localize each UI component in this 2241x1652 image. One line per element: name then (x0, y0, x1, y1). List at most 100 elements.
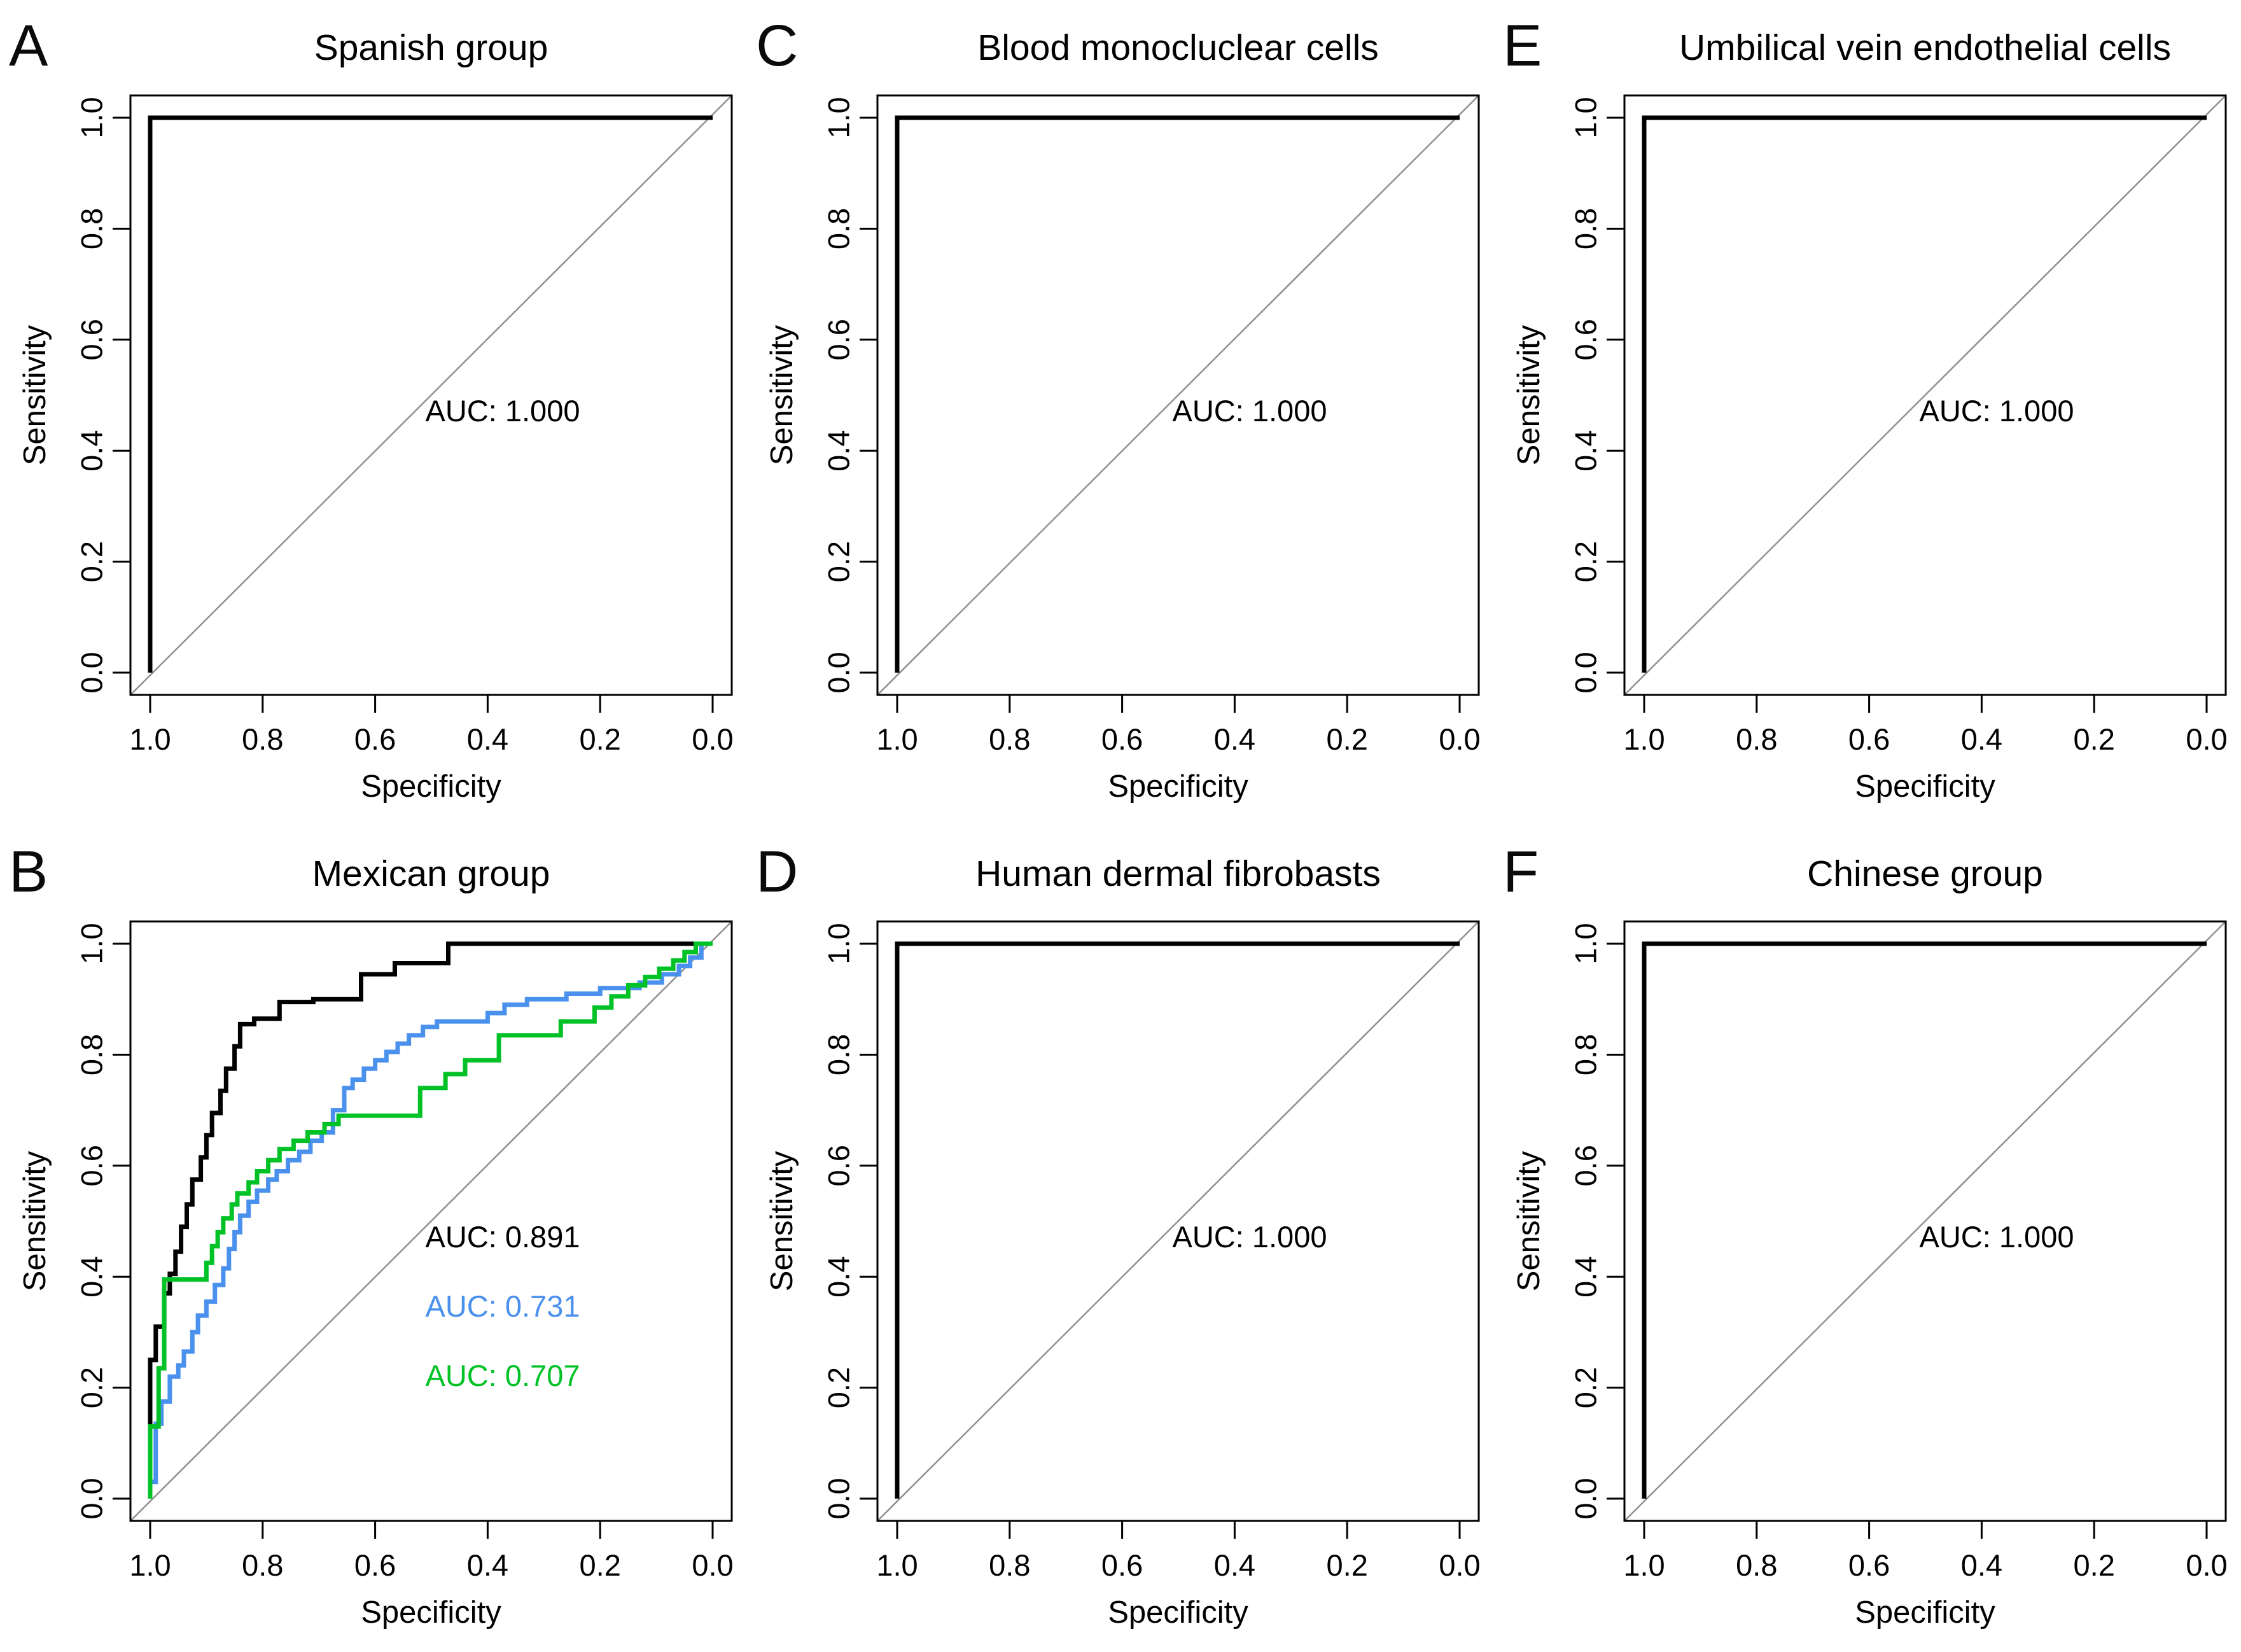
plot-box (876, 94, 1480, 696)
plot-box (1623, 94, 2227, 696)
x-tick-label: 0.4 (1214, 722, 1255, 756)
y-tick-label: 0.2 (1568, 541, 1602, 582)
y-tick-label: 0.6 (1568, 319, 1602, 360)
x-tick-label: 0.8 (1736, 722, 1777, 756)
x-tick-label: 0.6 (1848, 1548, 1890, 1582)
x-tick-label: 0.0 (2186, 1548, 2227, 1582)
auc-annotation-black: AUC: 1.000 (1173, 394, 1327, 428)
x-tick-label: 0.2 (580, 1548, 621, 1582)
panel-letter: C (756, 13, 799, 78)
panel-letter: A (9, 13, 48, 78)
y-tick-label: 0.4 (1568, 430, 1602, 472)
x-tick-label: 0.4 (1961, 722, 2002, 756)
x-tick-label: 0.6 (1101, 722, 1143, 756)
roc-curve-blue (148, 941, 713, 1499)
panel-letter: F (1503, 839, 1539, 904)
plot-box (876, 920, 1480, 1522)
x-tick-label: 0.6 (354, 722, 396, 756)
roc-curve-green (148, 941, 713, 1499)
roc-curve-black (1642, 115, 2207, 673)
diagonal-reference-line (130, 921, 732, 1522)
panel-title: Blood monocluclear cells (977, 27, 1379, 68)
x-axis-label: Specificity (1108, 769, 1248, 804)
y-tick-label: 0.0 (1568, 1478, 1602, 1519)
x-tick-label: 0.6 (1101, 1548, 1143, 1582)
auc-annotation-green: AUC: 0.707 (426, 1359, 580, 1392)
y-tick-label: 0.6 (74, 1145, 108, 1186)
panel-F: F Chinese group 1.0 0.8 0.6 0.4 0.2 0.0 1.0 0.8… (1494, 826, 2241, 1652)
y-axis-label: Sensitivity (1512, 1151, 1546, 1291)
y-tick-label: 0.8 (1568, 208, 1602, 249)
roc-plot: 1.0 0.8 0.6 0.4 0.2 0.0 1.0 0.8 0.6 0.4 0.2 0.0 Spec… (18, 94, 734, 804)
x-tick-label: 0.4 (1214, 1548, 1255, 1582)
x-tick-label: 1.0 (1623, 1548, 1665, 1582)
x-tick-label: 0.0 (692, 1548, 733, 1582)
panel-letter: D (756, 839, 799, 904)
x-axis-label: Specificity (1855, 1595, 1995, 1630)
roc-curve-black (148, 941, 713, 1499)
x-axis-label: Specificity (1108, 1595, 1248, 1630)
x-tick-label: 1.0 (1623, 722, 1665, 756)
y-tick-label: 0.4 (1568, 1256, 1602, 1298)
x-tick-label: 0.2 (1327, 722, 1368, 756)
auc-annotation-black: AUC: 1.000 (426, 394, 580, 428)
panel-E: E Umbilical vein endothelial cells 1.0 0.… (1494, 0, 2241, 826)
y-tick-label: 0.4 (821, 1256, 855, 1298)
x-tick-label: 1.0 (129, 722, 171, 756)
auc-annotation-black: AUC: 1.000 (1920, 1220, 2074, 1254)
roc-curve-black (148, 115, 713, 673)
y-tick-label: 0.8 (74, 208, 108, 249)
plot-box (1623, 920, 2227, 1522)
roc-curve-black (895, 941, 1460, 1499)
y-tick-label: 0.0 (74, 1478, 108, 1519)
roc-plot: 1.0 0.8 0.6 0.4 0.2 0.0 1.0 0.8 0.6 0.4 0.2 0.0 Spec… (765, 920, 1481, 1630)
auc-annotation-black: AUC: 1.000 (1173, 1220, 1327, 1254)
roc-plot: 1.0 0.8 0.6 0.4 0.2 0.0 1.0 0.8 0.6 0.4 0.2 0.0 Spec… (1512, 920, 2228, 1630)
panel-letter: E (1503, 13, 1542, 78)
x-tick-label: 0.8 (989, 722, 1030, 756)
y-tick-label: 0.4 (74, 430, 108, 472)
x-tick-label: 0.6 (354, 1548, 396, 1582)
panel-B: B Mexican group 1.0 0.8 0.6 0.4 0.2 0.0 1.0 0.8… (0, 826, 747, 1652)
panel-title: Spanish group (314, 27, 548, 68)
y-tick-label: 0.8 (821, 208, 855, 249)
x-tick-label: 0.0 (692, 722, 733, 756)
plot-box (129, 94, 733, 696)
y-tick-label: 0.0 (1568, 652, 1602, 693)
y-tick-label: 0.8 (74, 1034, 108, 1075)
y-tick-label: 0.6 (1568, 1145, 1602, 1186)
x-tick-label: 1.0 (876, 1548, 918, 1582)
x-tick-label: 0.4 (467, 1548, 508, 1582)
y-axis-label: Sensitivity (765, 325, 799, 465)
panel-D: D Human dermal fibrobasts 1.0 0.8 0.6 0.4 0.… (747, 826, 1494, 1652)
panel-title: Mexican group (312, 853, 550, 894)
y-tick-label: 1.0 (1568, 923, 1602, 964)
y-tick-label: 0.0 (821, 652, 855, 693)
roc-plot: 1.0 0.8 0.6 0.4 0.2 0.0 1.0 0.8 0.6 0.4 0.2 0.0 Spec… (18, 920, 734, 1630)
y-tick-label: 0.8 (1568, 1034, 1602, 1075)
x-axis-label: Specificity (361, 1595, 501, 1630)
y-tick-label: 0.6 (821, 1145, 855, 1186)
y-tick-label: 0.0 (74, 652, 108, 693)
x-tick-label: 0.8 (242, 1548, 283, 1582)
diagonal-reference-line (1624, 921, 2226, 1522)
auc-annotation-blue: AUC: 0.731 (426, 1289, 580, 1323)
x-tick-label: 0.6 (1848, 722, 1890, 756)
y-axis-label: Sensitivity (765, 1151, 799, 1291)
y-tick-label: 0.4 (74, 1256, 108, 1298)
diagonal-reference-line (130, 95, 732, 696)
x-axis-label: Specificity (361, 769, 501, 804)
y-axis-label: Sensitivity (18, 325, 52, 465)
plot-box (129, 920, 733, 1522)
x-tick-label: 0.2 (1327, 1548, 1368, 1582)
roc-plot: 1.0 0.8 0.6 0.4 0.2 0.0 1.0 0.8 0.6 0.4 0.2 0.0 Spec… (1512, 94, 2228, 804)
x-tick-label: 1.0 (876, 722, 918, 756)
y-axis-label: Sensitivity (1512, 325, 1546, 465)
x-tick-label: 0.2 (580, 722, 621, 756)
x-tick-label: 0.8 (242, 722, 283, 756)
diagonal-reference-line (1624, 95, 2226, 696)
roc-curve-black (895, 115, 1460, 673)
y-tick-label: 1.0 (821, 923, 855, 964)
y-tick-label: 1.0 (74, 923, 108, 964)
